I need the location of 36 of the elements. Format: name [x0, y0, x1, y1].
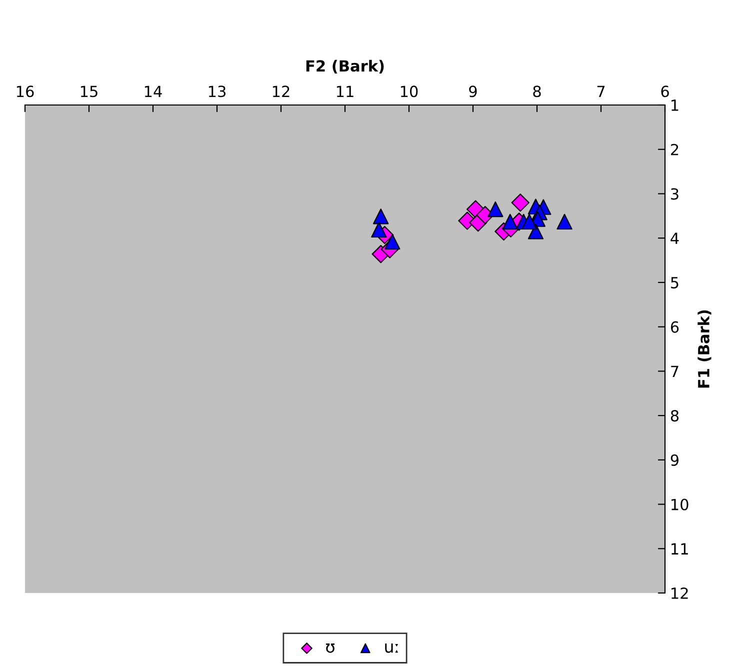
y-tick-label: 1 [672, 100, 678, 111]
y-tick-label: 6 [670, 321, 679, 333]
legend-label: ʊ [326, 644, 335, 653]
x-tick-label: 12 [272, 86, 290, 97]
y-tick-label: 9 [670, 454, 679, 466]
y-tick-label: 8 [670, 410, 679, 422]
y-axis-title: F1 (Bark) [698, 310, 712, 388]
point [556, 214, 572, 230]
x-tick-label: 10 [400, 86, 418, 98]
x-tick-label: 13 [208, 86, 226, 98]
point [373, 208, 389, 224]
y-tick-label: 4 [670, 232, 679, 244]
y-tick-label: 10 [672, 498, 688, 510]
x-tick-label: 15 [80, 86, 98, 98]
x-tick-label: 9 [469, 86, 477, 98]
y-tick-label: 3 [671, 188, 678, 200]
legend-label: uː [385, 643, 398, 653]
x-tick-label: 6 [661, 86, 669, 98]
point [511, 194, 530, 212]
x-tick-label: 7 [597, 86, 605, 97]
point [384, 234, 400, 250]
y-tick-label: 11 [672, 543, 688, 554]
y-tick-label: 7 [671, 366, 678, 377]
point [488, 201, 504, 218]
x-tick-label: 16 [16, 86, 34, 98]
x-axis-title: F2 (Bark) [306, 60, 384, 74]
y-tick-label: 12 [672, 587, 688, 599]
x-tick-label: 8 [533, 86, 541, 98]
x-tick-label: 14 [144, 86, 162, 97]
point [521, 214, 538, 230]
point [371, 222, 387, 238]
point [502, 214, 518, 230]
x-tick-label: 11 [336, 86, 354, 97]
y-tick-label: 2 [670, 144, 678, 156]
y-tick-label: 5 [671, 277, 678, 288]
point [528, 224, 544, 240]
